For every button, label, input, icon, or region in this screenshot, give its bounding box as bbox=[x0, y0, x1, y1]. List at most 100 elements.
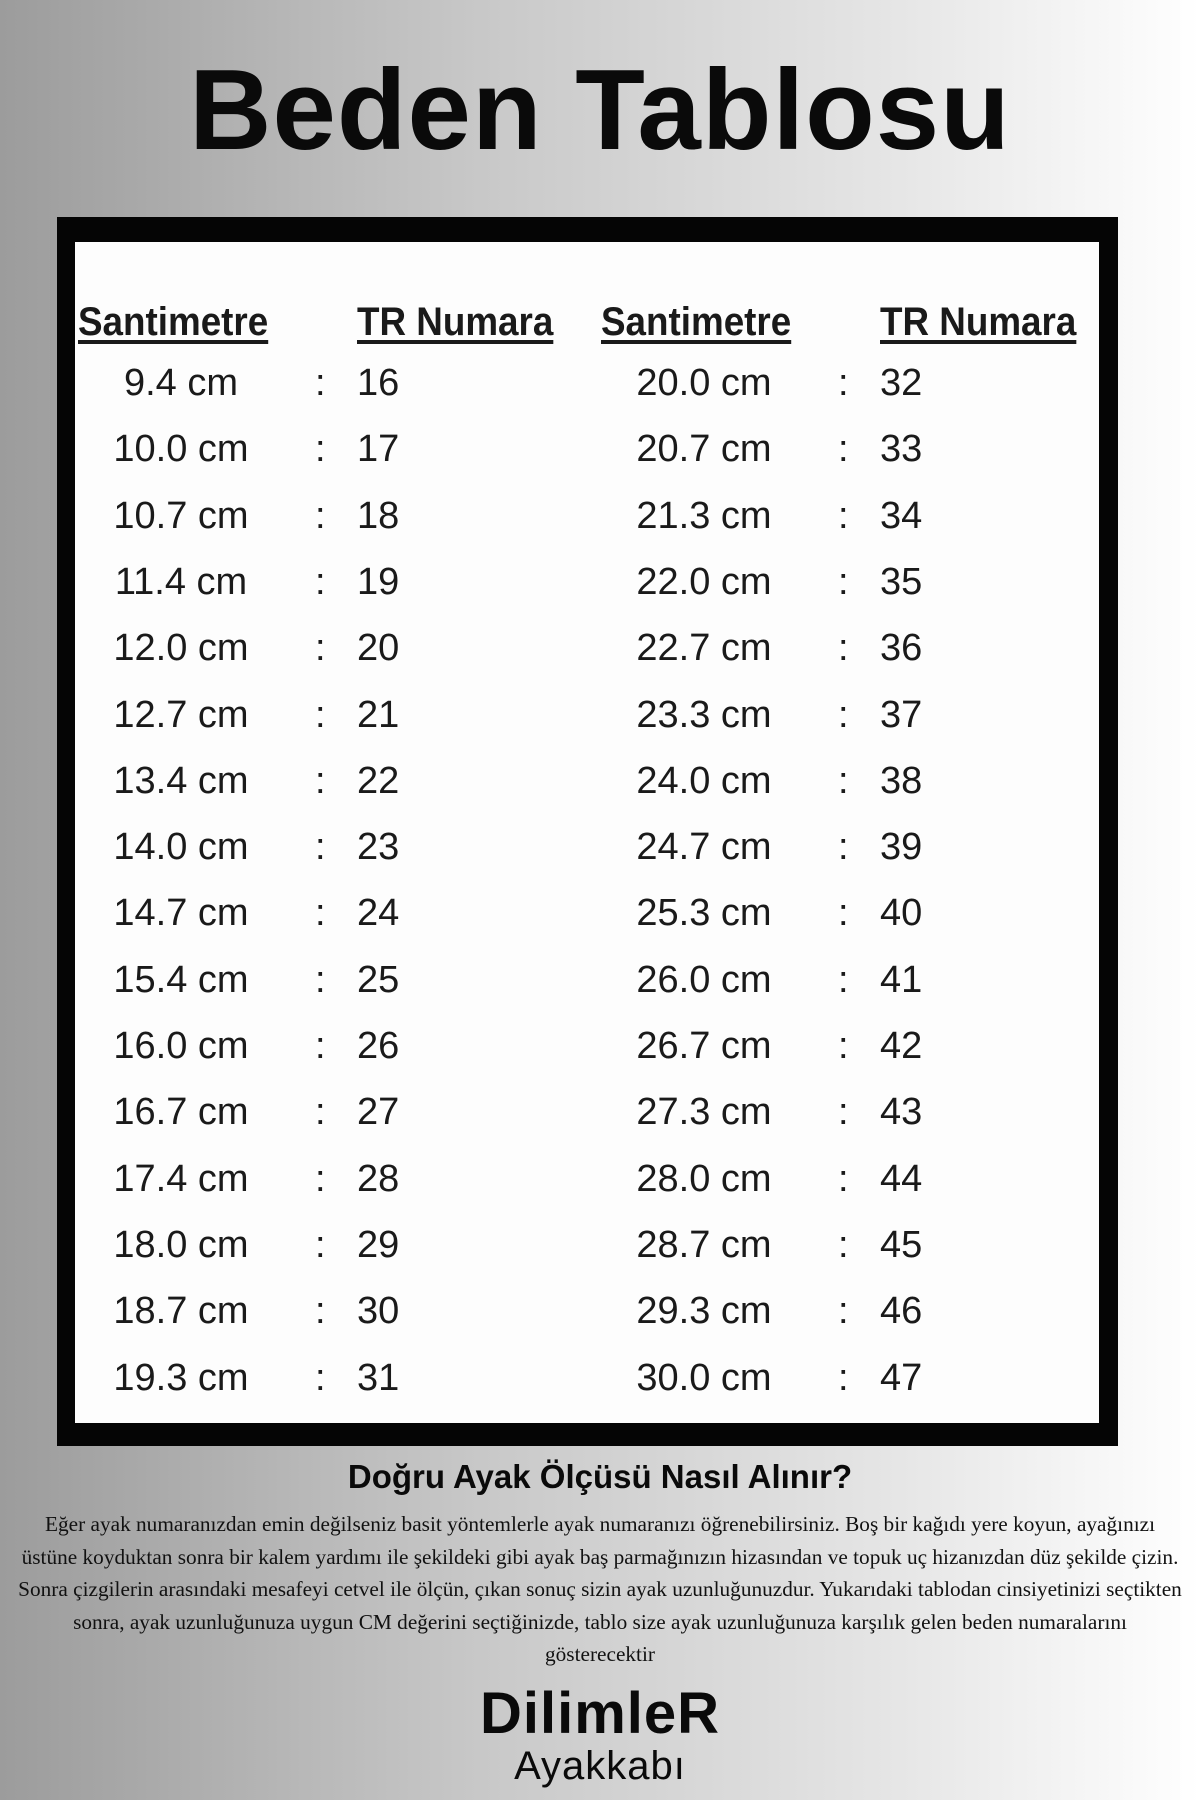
tr-size: 34 bbox=[880, 494, 923, 537]
separator: : bbox=[315, 1356, 326, 1399]
cm-value: 14.7 cm bbox=[113, 892, 249, 935]
tr-size: 19 bbox=[357, 560, 400, 603]
cm-value: 21.3 cm bbox=[636, 494, 772, 537]
cm-value: 22.0 cm bbox=[636, 560, 772, 603]
separator: : bbox=[838, 1091, 849, 1134]
tr-size: 23 bbox=[357, 826, 400, 869]
tr-size: 29 bbox=[357, 1223, 400, 1266]
separator: : bbox=[838, 759, 849, 802]
separator: : bbox=[315, 494, 326, 537]
separator: : bbox=[315, 892, 326, 935]
cm-value: 28.0 cm bbox=[636, 1157, 772, 1200]
cm-value: 13.4 cm bbox=[113, 759, 249, 802]
table-row: 13.4 cm:22 bbox=[75, 760, 1099, 826]
separator: : bbox=[315, 362, 326, 404]
separator: : bbox=[838, 892, 849, 935]
table-row: 16.0 cm:26 bbox=[75, 1025, 1099, 1091]
cm-value: 16.7 cm bbox=[113, 1091, 249, 1134]
table-row: 10.7 cm:18 bbox=[75, 495, 1099, 561]
header-tr-left: TR Numara bbox=[357, 300, 554, 344]
cm-value: 24.7 cm bbox=[636, 826, 772, 869]
separator: : bbox=[838, 958, 849, 1001]
separator: : bbox=[838, 494, 849, 537]
separator: : bbox=[315, 428, 326, 471]
tr-size: 46 bbox=[880, 1290, 923, 1333]
table-row: 18.7 cm:30 bbox=[75, 1290, 1099, 1356]
table-row: 24.7 cm:39 bbox=[75, 826, 1099, 892]
table-row: 11.4 cm:19 bbox=[75, 561, 1099, 627]
header-cm-left: Santimetre bbox=[78, 300, 269, 344]
table-row: 12.0 cm: 20 bbox=[75, 627, 1099, 693]
cm-value: 23.3 cm bbox=[636, 693, 772, 736]
separator: : bbox=[315, 560, 326, 603]
cm-value: 9.4 cm bbox=[123, 362, 239, 404]
cm-value: 10.7 cm bbox=[113, 494, 249, 537]
table-row: 14.0 cm: 23 bbox=[75, 826, 1099, 892]
tr-size: 47 bbox=[880, 1356, 923, 1399]
tr-size: 30 bbox=[357, 1290, 400, 1333]
table-row: 15.4 cm:25 bbox=[75, 959, 1099, 1025]
separator: : bbox=[838, 1290, 849, 1333]
tr-size: 21 bbox=[357, 693, 400, 736]
tr-size: 37 bbox=[880, 693, 923, 736]
tr-size: 17 bbox=[357, 428, 400, 471]
cm-value: 12.7 cm bbox=[113, 693, 249, 736]
table-row: 23.3 cm: 37 bbox=[75, 694, 1099, 760]
table-row: 22.0 cm:35 bbox=[75, 561, 1099, 627]
table-row: 9.4 cm:16 bbox=[75, 362, 1099, 428]
table-row: 21.3 cm:34 bbox=[75, 495, 1099, 561]
separator: : bbox=[315, 693, 326, 736]
tr-size: 31 bbox=[357, 1356, 400, 1399]
cm-value: 19.3 cm bbox=[113, 1356, 249, 1399]
table-row: 14.7 cm:24 bbox=[75, 892, 1099, 958]
table-row: 16.7 cm:27 bbox=[75, 1091, 1099, 1157]
separator: : bbox=[315, 1157, 326, 1200]
separator: : bbox=[315, 1025, 326, 1067]
cm-value: 18.7 cm bbox=[113, 1290, 249, 1333]
separator: : bbox=[315, 1290, 326, 1333]
cm-value: 18.0 cm bbox=[113, 1223, 249, 1266]
howto-heading: Doğru Ayak Ölçüsü Nasıl Alınır? bbox=[347, 1458, 853, 1495]
table-row: 10.0 cm:17 bbox=[75, 428, 1099, 494]
tr-size: 45 bbox=[880, 1223, 923, 1266]
cm-value: 10.0 cm bbox=[113, 428, 249, 471]
separator: : bbox=[838, 1025, 849, 1067]
separator: : bbox=[315, 759, 326, 802]
cm-value: 16.0 cm bbox=[113, 1025, 249, 1067]
separator: : bbox=[838, 428, 849, 471]
tr-size: 18 bbox=[357, 494, 400, 537]
cm-value: 12.0 cm bbox=[113, 627, 249, 670]
cm-value: 14.0 cm bbox=[113, 826, 249, 869]
tr-size: 41 bbox=[880, 958, 923, 1001]
tr-size: 22 bbox=[357, 759, 400, 802]
cm-value: 20.0 cm bbox=[636, 362, 772, 404]
tr-size: 36 bbox=[880, 627, 923, 670]
cm-value: 17.4 cm bbox=[113, 1157, 249, 1200]
separator: : bbox=[838, 627, 849, 670]
size-table-frame: Santimetre TR Numara Santimetre TR Numar… bbox=[57, 217, 1118, 1446]
table-row: 26.7 cm:42 bbox=[75, 1025, 1099, 1091]
separator: : bbox=[315, 1223, 326, 1266]
separator: : bbox=[838, 1356, 849, 1399]
separator: : bbox=[838, 560, 849, 603]
tr-size: 44 bbox=[880, 1157, 923, 1200]
table-row: 12.7 cm:21 bbox=[75, 694, 1099, 760]
separator: : bbox=[838, 826, 849, 869]
tr-size: 43 bbox=[880, 1091, 923, 1134]
tr-size: 28 bbox=[357, 1157, 400, 1200]
tr-size: 26 bbox=[357, 1025, 400, 1067]
tr-size: 24 bbox=[357, 892, 400, 935]
cm-value: 26.0 cm bbox=[636, 958, 772, 1001]
cm-value: 24.0 cm bbox=[636, 759, 772, 802]
tr-size: 20 bbox=[357, 627, 400, 670]
cm-value: 20.7 cm bbox=[636, 428, 772, 471]
separator: : bbox=[838, 1223, 849, 1266]
table-row: 20.0 cm:32 bbox=[75, 362, 1099, 428]
page-title: Beden Tablosu bbox=[189, 47, 1011, 174]
tr-size: 40 bbox=[880, 892, 923, 935]
table-row: 18.0 cm:29 bbox=[75, 1224, 1099, 1290]
cm-value: 27.3 cm bbox=[636, 1091, 772, 1134]
tr-size: 35 bbox=[880, 560, 923, 603]
tr-size: 25 bbox=[357, 958, 400, 1001]
cm-value: 29.3 cm bbox=[636, 1290, 772, 1333]
